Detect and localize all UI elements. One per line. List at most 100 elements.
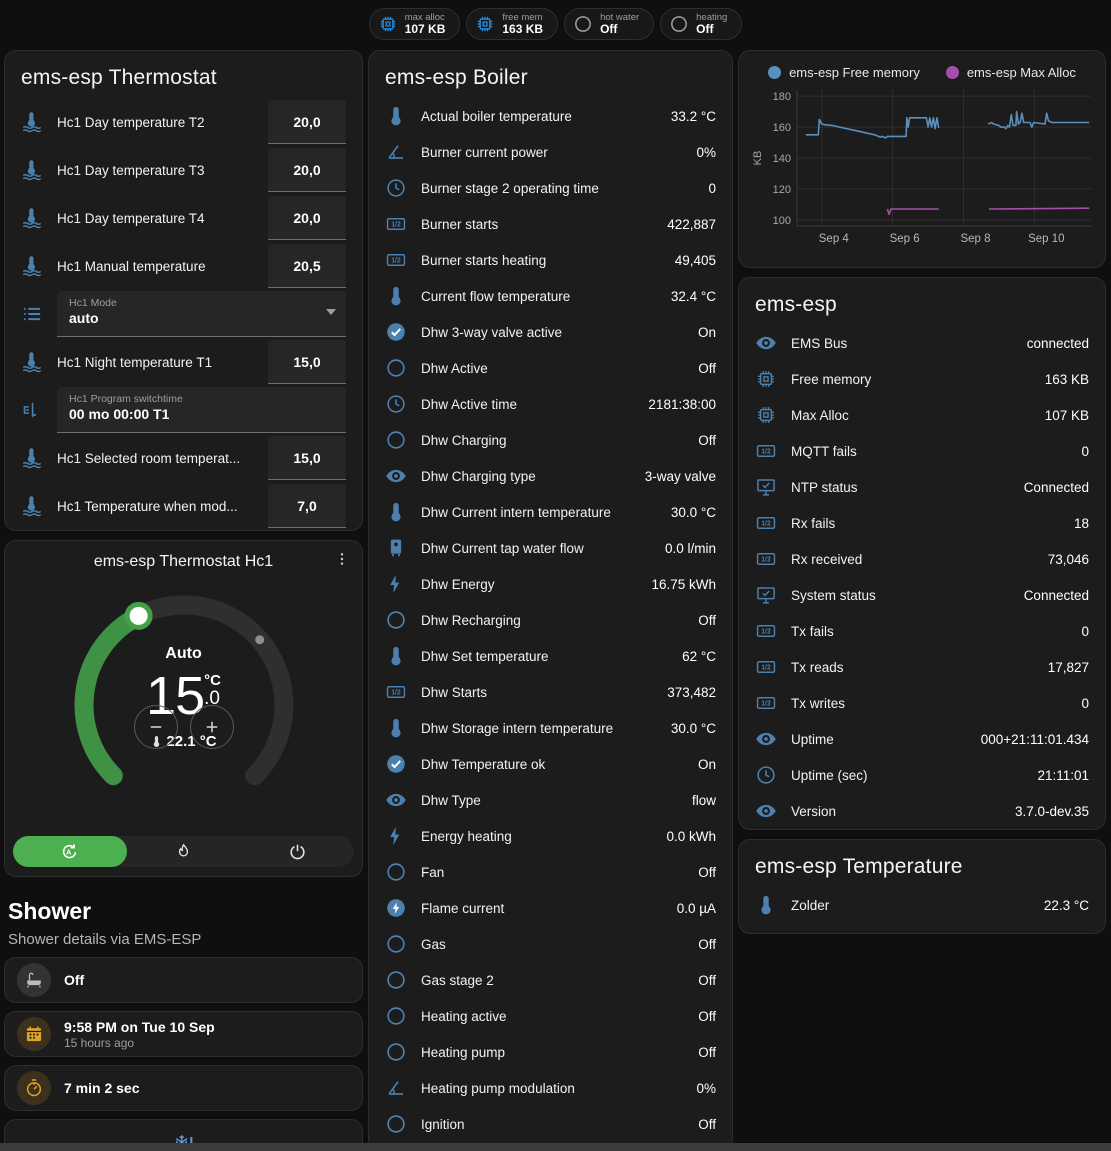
entity-row[interactable]: System status Connected xyxy=(739,577,1105,613)
entity-row[interactable]: Heating pump modulation 0% xyxy=(369,1070,732,1106)
entity-row[interactable]: Gas Off xyxy=(369,926,732,962)
entity-label: Hc1 Manual temperature xyxy=(57,258,206,274)
number-input[interactable]: 20,0 xyxy=(268,148,346,192)
free-mem-badge[interactable]: free mem 163 KB xyxy=(466,8,559,40)
text-input[interactable]: Hc1 Program switchtime 00 mo 00:00 T1 xyxy=(57,387,346,433)
entity-row[interactable]: Dhw Charging type 3-way valve xyxy=(369,458,732,494)
card-title: ems-esp Thermostat xyxy=(21,66,217,89)
more-options-icon[interactable] xyxy=(334,551,350,572)
entity-row[interactable]: 1/2 MQTT fails 0 xyxy=(739,433,1105,469)
entity-row[interactable]: Dhw Charging Off xyxy=(369,422,732,458)
eye-icon xyxy=(385,465,407,487)
hvac-mode-label: Auto xyxy=(165,645,202,662)
entity-row[interactable]: Heating active Off xyxy=(369,998,732,1034)
entity-row[interactable]: Dhw 3-way valve active On xyxy=(369,314,732,350)
hvac-mode-selector: A xyxy=(13,836,354,867)
setpoint-handle[interactable] xyxy=(124,601,153,630)
thermostat-dial[interactable] xyxy=(24,573,344,805)
thermometer-icon xyxy=(385,105,407,127)
entity-row[interactable]: 1/2 Burner starts 422,887 xyxy=(369,206,732,242)
angle-icon xyxy=(385,141,407,163)
dial-track xyxy=(128,595,293,786)
entity-row[interactable]: Current flow temperature 32.4 °C xyxy=(369,278,732,314)
check-circle-icon xyxy=(385,753,407,775)
entity-value: Connected xyxy=(1023,479,1089,495)
entity-row[interactable]: Dhw Active time 2181:38:00 xyxy=(369,386,732,422)
increase-temperature-button[interactable] xyxy=(189,705,234,749)
entity-label: Fan xyxy=(421,864,445,880)
monitor-check-icon xyxy=(755,476,777,498)
entity-row[interactable]: EMS Bus connected xyxy=(739,325,1105,361)
entity-row[interactable]: Dhw Recharging Off xyxy=(369,602,732,638)
entity-row[interactable]: 1/2 Dhw Starts 373,482 xyxy=(369,674,732,710)
entity-row[interactable]: Dhw Set temperature 62 °C xyxy=(369,638,732,674)
entity-row[interactable]: 1/2 Rx received 73,046 xyxy=(739,541,1105,577)
entity-row[interactable]: Dhw Active Off xyxy=(369,350,732,386)
entity-row[interactable]: Dhw Storage intern temperature 30.0 °C xyxy=(369,710,732,746)
number-input[interactable]: 20,0 xyxy=(268,196,346,240)
entity-row: Hc1 Mode auto xyxy=(5,290,362,338)
legend-item[interactable]: ems-esp Free memory xyxy=(768,65,920,80)
entity-row[interactable]: Uptime 000+21:11:01.434 xyxy=(739,721,1105,757)
hot-water-badge[interactable]: hot water Off xyxy=(564,8,655,40)
memory-line-chart[interactable]: 100 120 140 160 180 Sep 4 Sep 6 Sep 8 Sep 10 KB xyxy=(747,82,1099,258)
entity-row[interactable]: Flame current 0.0 µA xyxy=(369,890,732,926)
tile-secondary-text: 15 hours ago xyxy=(64,1035,135,1050)
entity-row[interactable]: Uptime (sec) 21:11:01 xyxy=(739,757,1105,793)
entity-row[interactable]: 1/2 Tx reads 17,827 xyxy=(739,649,1105,685)
entity-row[interactable]: Fan Off xyxy=(369,854,732,890)
select-input[interactable]: Hc1 Mode auto xyxy=(57,291,346,337)
entity-row[interactable]: NTP status Connected xyxy=(739,469,1105,505)
circle-icon xyxy=(385,1005,407,1027)
shower-tile[interactable]: Off xyxy=(4,957,363,1003)
entity-row[interactable]: Zolder 22.3 °C xyxy=(739,887,1105,923)
number-input[interactable]: 15,0 xyxy=(268,340,346,384)
entity-row[interactable]: Dhw Current tap water flow 0.0 l/min xyxy=(369,530,732,566)
entity-row[interactable]: Dhw Energy 16.75 kWh xyxy=(369,566,732,602)
thermostat-entities-card: ems-esp Thermostat Hc1 Day temperature T… xyxy=(4,50,363,531)
entity-label: Max Alloc xyxy=(791,407,849,423)
entity-row[interactable]: Burner current power 0% xyxy=(369,134,732,170)
entity-row[interactable]: Heating pump Off xyxy=(369,1034,732,1070)
number-input[interactable]: 20,0 xyxy=(268,100,346,144)
chip-icon xyxy=(475,14,495,34)
legend-item[interactable]: ems-esp Max Alloc xyxy=(945,65,1076,80)
mode-off-button[interactable] xyxy=(240,836,354,867)
entity-row[interactable]: 1/2 Rx fails 18 xyxy=(739,505,1105,541)
thermometer-water-icon xyxy=(21,159,43,181)
entity-row[interactable]: Dhw Temperature ok On xyxy=(369,746,732,782)
number-input[interactable]: 7,0 xyxy=(268,484,346,528)
circle-icon xyxy=(385,933,407,955)
entity-label: Burner current power xyxy=(421,144,548,160)
mode-heat-button[interactable] xyxy=(127,836,241,867)
entity-row[interactable]: Energy heating 0.0 kWh xyxy=(369,818,732,854)
entity-row[interactable]: 1/2 Tx fails 0 xyxy=(739,613,1105,649)
shower-tiles: Off 9:58 PM on Tue 10 Sep 15 hours ago 7… xyxy=(4,957,363,1151)
entity-value: Off xyxy=(698,864,716,880)
horizontal-scrollbar[interactable] xyxy=(0,1143,1111,1151)
entity-row[interactable]: Dhw Type flow xyxy=(369,782,732,818)
entity-row[interactable]: 1/2 Tx writes 0 xyxy=(739,685,1105,721)
entity-row[interactable]: Dhw Current intern temperature 30.0 °C xyxy=(369,494,732,530)
entity-row[interactable]: Version 3.7.0-dev.35 xyxy=(739,793,1105,829)
entity-row[interactable]: Ignition Off xyxy=(369,1106,732,1142)
entity-value: 422,887 xyxy=(667,216,716,232)
shower-tile[interactable]: 9:58 PM on Tue 10 Sep 15 hours ago xyxy=(4,1011,363,1057)
mode-auto-button[interactable]: A xyxy=(13,836,127,867)
heating-badge[interactable]: heating Off xyxy=(660,8,743,40)
number-input[interactable]: 15,0 xyxy=(268,436,346,480)
number-input[interactable]: 20,5 xyxy=(268,244,346,288)
entity-row[interactable]: Gas stage 2 Off xyxy=(369,962,732,998)
entity-label: Dhw Temperature ok xyxy=(421,756,546,772)
entity-value: 18 xyxy=(1073,515,1089,531)
entity-row[interactable]: Actual boiler temperature 33.2 °C xyxy=(369,98,732,134)
max-alloc-badge[interactable]: max alloc 107 KB xyxy=(368,8,461,40)
entity-row[interactable]: 1/2 Burner starts heating 49,405 xyxy=(369,242,732,278)
entity-row[interactable]: Burner stage 2 operating time 0 xyxy=(369,170,732,206)
clock-icon xyxy=(755,764,777,786)
decrease-temperature-button[interactable] xyxy=(133,705,178,749)
entity-row[interactable]: Free memory 163 KB xyxy=(739,361,1105,397)
shower-tile[interactable]: 7 min 2 sec xyxy=(4,1065,363,1111)
entity-row[interactable]: Max Alloc 107 KB xyxy=(739,397,1105,433)
entity-label: Uptime (sec) xyxy=(791,767,868,783)
